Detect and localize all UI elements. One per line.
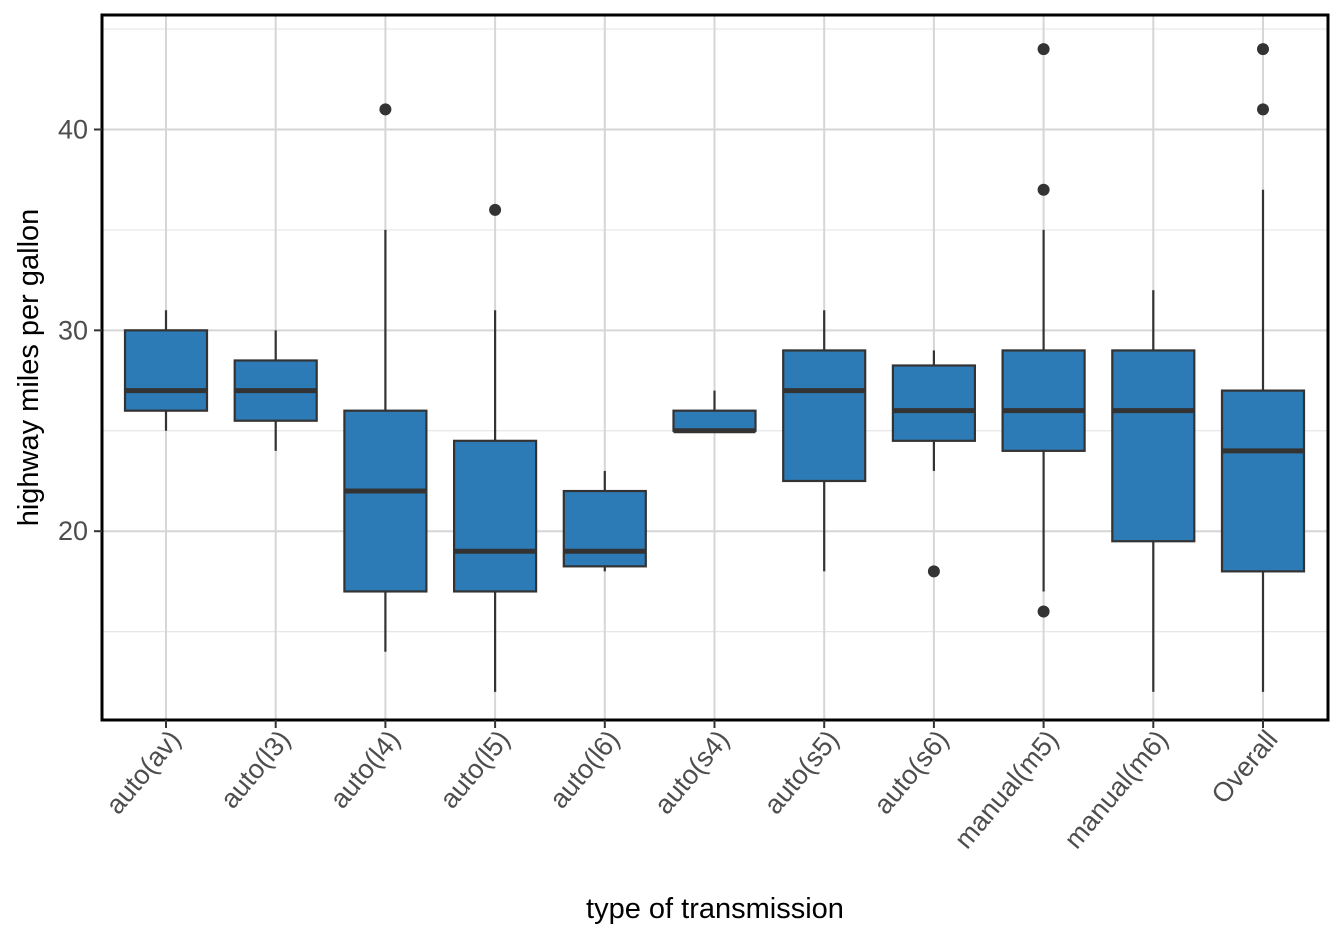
box-iqr <box>453 439 538 593</box>
outlier-point <box>1037 605 1050 618</box>
box-group <box>562 470 647 572</box>
x-tick-label: auto(l5) <box>434 725 516 814</box>
box-iqr <box>1111 349 1196 543</box>
x-tick-label: auto(l3) <box>214 725 296 814</box>
outlier-point <box>379 103 392 116</box>
x-axis-title: type of transmission <box>586 893 844 925</box>
box-group <box>453 203 538 692</box>
box-group <box>1001 43 1086 618</box>
box-group <box>343 103 428 652</box>
x-tick-label: manual(m6) <box>1058 725 1174 855</box>
x-tick-label: manual(m5) <box>949 725 1065 855</box>
x-tick-label: auto(l4) <box>324 725 406 814</box>
x-tick-label: auto(av) <box>100 725 187 820</box>
box-group <box>782 310 867 572</box>
box-iqr <box>343 409 428 593</box>
x-tick-label: auto(s4) <box>648 725 735 820</box>
y-tick-label: 40 <box>58 114 88 144</box>
box-group <box>1111 290 1196 692</box>
box-group <box>233 330 318 451</box>
y-tick-label: 30 <box>58 315 88 345</box>
box-group <box>891 350 977 578</box>
box-iqr <box>562 489 647 568</box>
box-iqr <box>672 409 757 432</box>
box-group <box>123 310 209 431</box>
outlier-point <box>1257 43 1269 56</box>
box-series <box>123 43 1306 692</box>
box-iqr <box>123 329 209 412</box>
outlier-point <box>927 565 940 578</box>
box-iqr <box>891 364 977 442</box>
x-tick-label: Overall <box>1206 725 1284 810</box>
outlier-point <box>1037 43 1050 56</box>
axis-ticks: 20 30 40 auto(av) auto(l3) auto(l4) auto(l5) au… <box>58 114 1284 854</box>
box-group <box>672 390 757 434</box>
x-tick-label: auto(l6) <box>544 725 626 814</box>
outlier-point <box>1257 103 1269 116</box>
y-tick-label: 20 <box>58 516 88 546</box>
box-iqr <box>1220 389 1306 573</box>
y-axis-title: highway miles per gallon <box>13 209 45 527</box>
box-iqr <box>782 349 867 483</box>
box-iqr <box>1001 349 1086 452</box>
outlier-point <box>1037 183 1050 196</box>
x-tick-label: auto(s5) <box>758 725 845 820</box>
outlier-point <box>489 203 502 216</box>
x-tick-label: auto(s6) <box>868 725 955 820</box>
box-group <box>1220 43 1306 692</box>
